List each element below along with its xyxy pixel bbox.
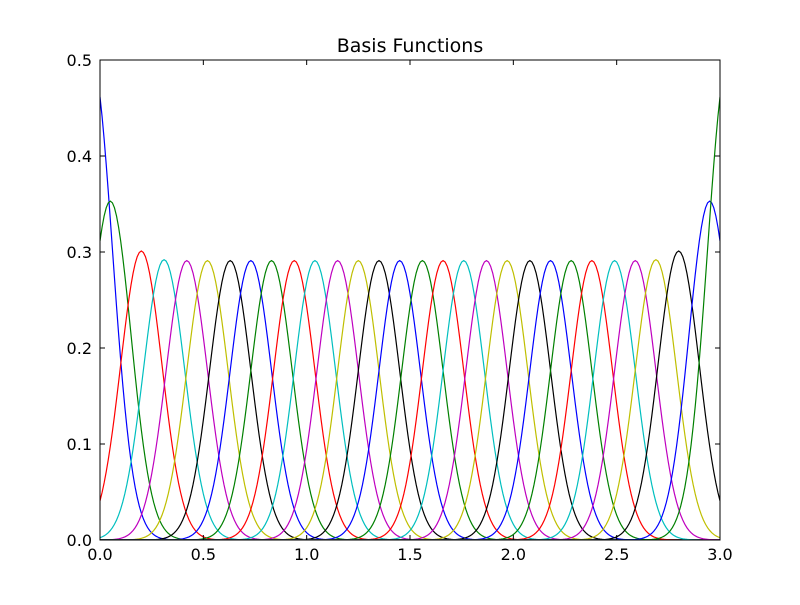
series-line-27 <box>100 258 720 540</box>
chart-title: Basis Functions <box>337 35 484 57</box>
y-tick-label: 0.5 <box>67 51 92 70</box>
series-line-16 <box>100 259 720 540</box>
series-line-15 <box>100 259 720 540</box>
series-line-13 <box>100 259 720 540</box>
series-line-7 <box>100 259 720 540</box>
x-axis: 0.0 0.5 1.0 1.5 2.0 2.5 3.0 <box>87 60 733 564</box>
y-tick-label: 0.2 <box>67 339 92 358</box>
y-tick-label: 0.1 <box>67 435 92 454</box>
y-axis: 0.0 0.1 0.2 0.3 0.4 0.5 <box>67 51 720 550</box>
x-tick-label: 1.5 <box>397 545 422 564</box>
y-tick-label: 0.0 <box>67 531 92 550</box>
series-line-6 <box>100 259 720 540</box>
x-tick-label: 0.0 <box>87 545 112 564</box>
series-line-18 <box>100 259 720 540</box>
x-tick-label: 3.0 <box>707 545 732 564</box>
x-tick-label: 1.0 <box>294 545 319 564</box>
y-tick-label: 0.4 <box>67 147 92 166</box>
series-line-26 <box>100 259 720 540</box>
series-line-5 <box>100 259 720 540</box>
series-line-25 <box>100 259 720 540</box>
series-line-17 <box>100 259 720 540</box>
series-line-4 <box>100 258 720 540</box>
series-line-23 <box>100 259 720 540</box>
series-line-8 <box>100 259 720 540</box>
x-tick-label: 0.5 <box>191 545 216 564</box>
series-line-24 <box>100 259 720 540</box>
y-tick-label: 0.3 <box>67 243 92 262</box>
x-tick-label: 2.5 <box>604 545 629 564</box>
x-tick-label: 2.0 <box>501 545 526 564</box>
series-line-14 <box>100 259 720 540</box>
